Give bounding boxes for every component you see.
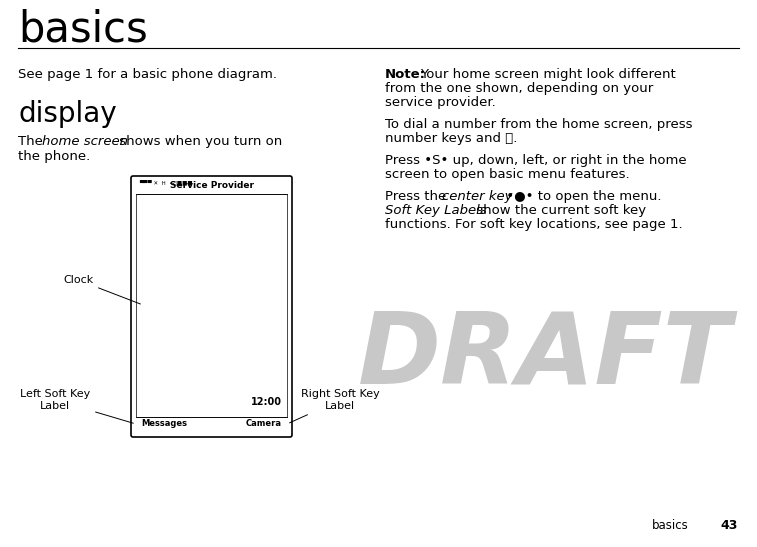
Text: Clock: Clock bbox=[63, 275, 140, 304]
Text: Press •S• up, down, left, or right in the home: Press •S• up, down, left, or right in th… bbox=[385, 154, 687, 167]
Text: functions. For soft key locations, see page 1.: functions. For soft key locations, see p… bbox=[385, 218, 683, 231]
Text: To dial a number from the home screen, press: To dial a number from the home screen, p… bbox=[385, 118, 693, 131]
Text: ▀▀▀ ✕  H  •◁■■■: ▀▀▀ ✕ H •◁■■■ bbox=[139, 180, 192, 186]
Text: center key: center key bbox=[442, 190, 512, 203]
Text: home screen: home screen bbox=[42, 135, 128, 148]
Text: Camera: Camera bbox=[246, 420, 282, 428]
Text: Your home screen might look different: Your home screen might look different bbox=[420, 68, 676, 81]
Text: basics: basics bbox=[18, 8, 148, 50]
Text: •●• to open the menu.: •●• to open the menu. bbox=[502, 190, 662, 203]
Text: show the current soft key: show the current soft key bbox=[472, 204, 646, 217]
Text: DRAFT: DRAFT bbox=[358, 307, 732, 404]
Text: Note:: Note: bbox=[385, 68, 426, 81]
FancyBboxPatch shape bbox=[131, 176, 292, 437]
Text: Service Provider: Service Provider bbox=[170, 182, 254, 190]
Text: See page 1 for a basic phone diagram.: See page 1 for a basic phone diagram. bbox=[18, 68, 277, 81]
Text: the phone.: the phone. bbox=[18, 150, 90, 163]
Bar bbox=[136, 194, 287, 417]
Text: Soft Key Labels: Soft Key Labels bbox=[385, 204, 487, 217]
Text: shows when you turn on: shows when you turn on bbox=[115, 135, 282, 148]
Text: from the one shown, depending on your: from the one shown, depending on your bbox=[385, 82, 653, 95]
Text: service provider.: service provider. bbox=[385, 96, 496, 109]
Text: Left Soft Key
Label: Left Soft Key Label bbox=[20, 389, 133, 423]
Text: 43: 43 bbox=[721, 519, 737, 532]
Text: basics: basics bbox=[652, 519, 689, 532]
Text: Press the: Press the bbox=[385, 190, 450, 203]
Text: screen to open basic menu features.: screen to open basic menu features. bbox=[385, 168, 630, 181]
Text: display: display bbox=[18, 100, 117, 128]
Text: number keys and Ⓝ.: number keys and Ⓝ. bbox=[385, 132, 517, 145]
Bar bbox=[136, 178, 287, 194]
Text: Messages: Messages bbox=[141, 420, 187, 428]
Text: 12:00: 12:00 bbox=[251, 397, 282, 407]
Text: Right Soft Key
Label: Right Soft Key Label bbox=[289, 389, 379, 423]
Text: The: The bbox=[18, 135, 47, 148]
